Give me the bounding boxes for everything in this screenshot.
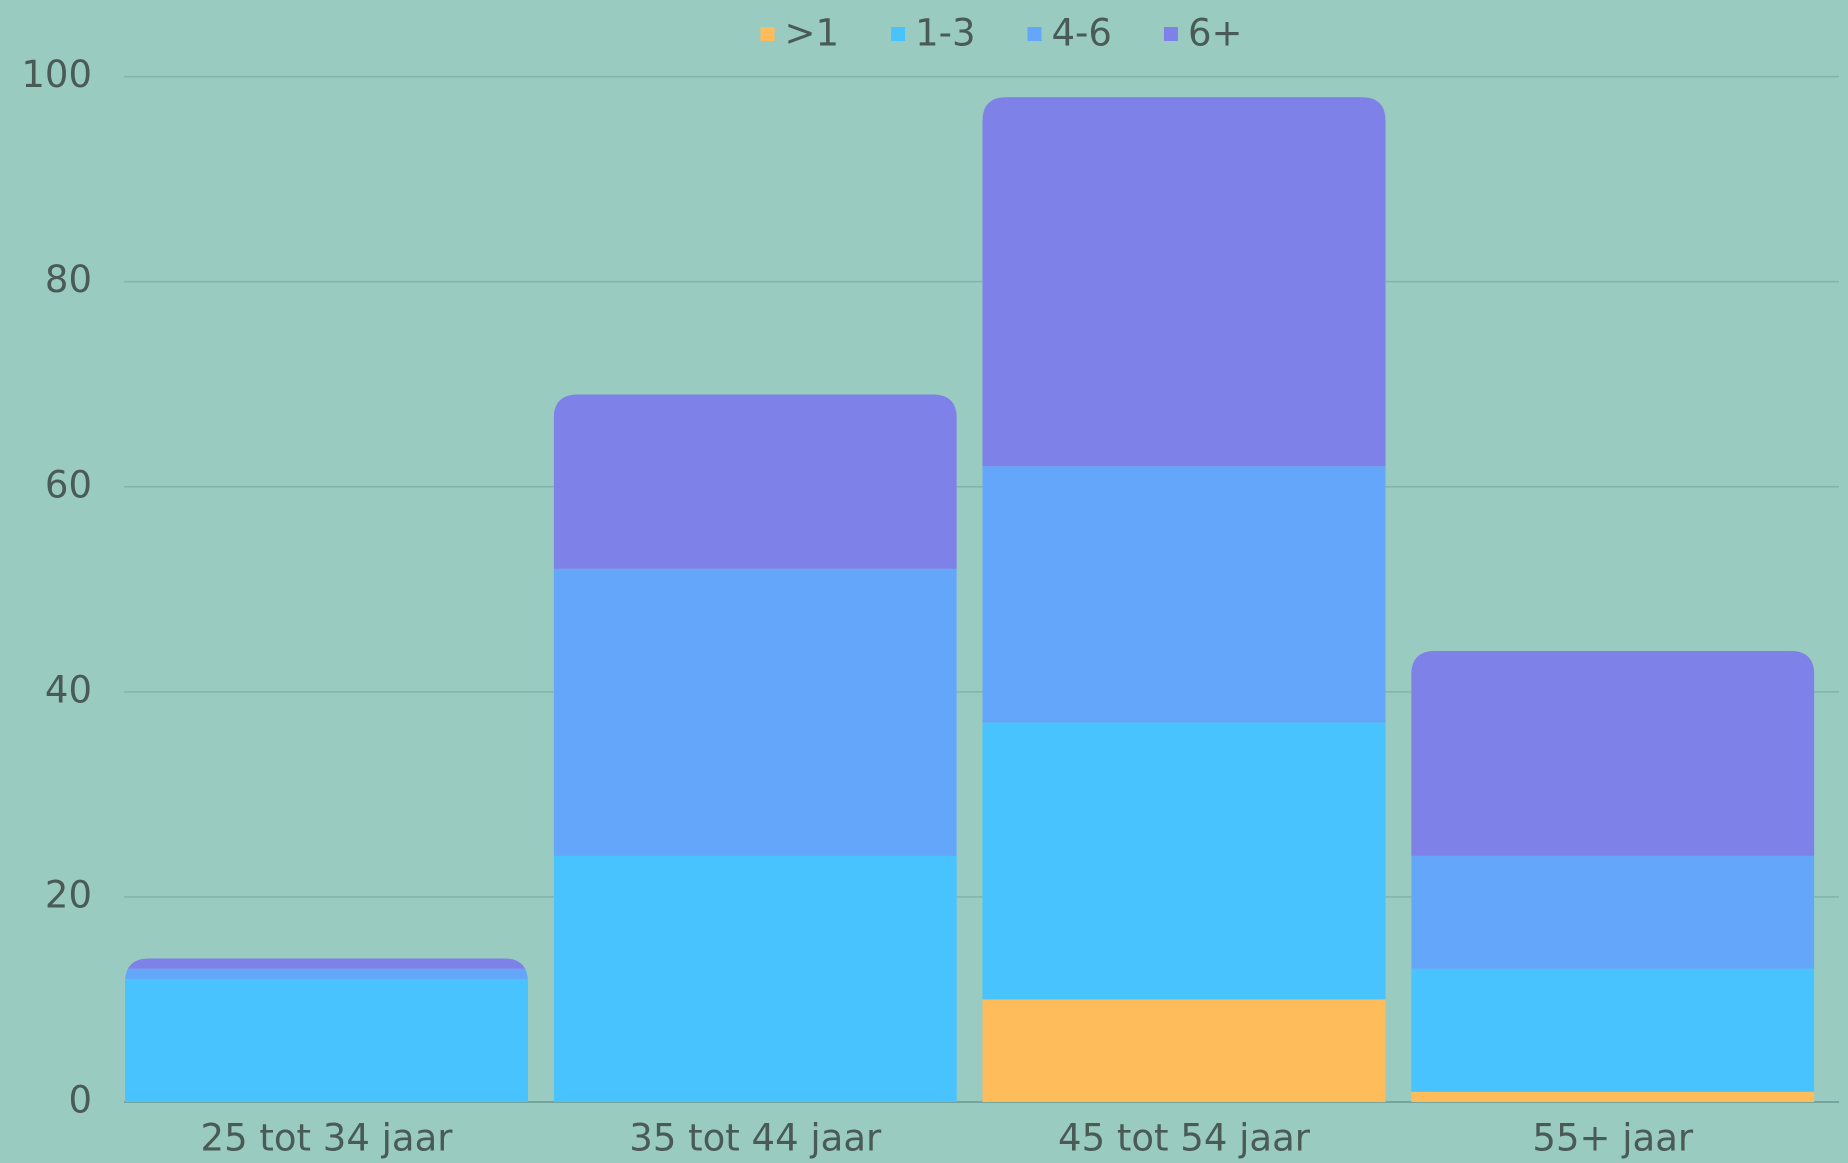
legend: >1 1-3 4-6 6+ xyxy=(760,12,1243,55)
legend-label: >1 xyxy=(785,12,840,55)
bar-segment xyxy=(1411,1091,1815,1102)
x-tick-label: 45 tot 54 jaar xyxy=(1058,1117,1311,1160)
bar-segment xyxy=(1411,650,1815,856)
x-tick-label: 55+ jaar xyxy=(1532,1117,1693,1160)
legend-label: 4-6 xyxy=(1052,12,1112,55)
legend-label: 1-3 xyxy=(915,12,975,55)
bar-segment xyxy=(553,855,957,1102)
y-tick-label: 80 xyxy=(45,258,92,301)
bar-stack xyxy=(982,97,1386,1102)
x-tick-label: 25 tot 34 jaar xyxy=(201,1117,454,1160)
bar-stack xyxy=(1411,650,1815,1102)
legend-swatch xyxy=(1163,27,1178,41)
bar-segment xyxy=(125,968,528,979)
x-tick-label: 35 tot 44 jaar xyxy=(629,1117,882,1160)
bar-segment xyxy=(982,466,1386,723)
bar-segment xyxy=(125,978,528,1102)
legend-swatch xyxy=(891,27,906,41)
y-tick-label: 0 xyxy=(68,1079,92,1122)
legend-swatch xyxy=(1027,27,1042,41)
bar-segment xyxy=(125,958,528,969)
bar-segment xyxy=(982,999,1386,1102)
bar-stack xyxy=(125,958,528,1102)
bar-segment xyxy=(1411,855,1815,969)
y-tick-label: 20 xyxy=(45,873,92,916)
legend-label: 6+ xyxy=(1188,12,1243,55)
bar-segment xyxy=(553,568,957,856)
bar-segment xyxy=(982,97,1386,467)
y-tick-label: 60 xyxy=(45,463,92,506)
y-tick-label: 40 xyxy=(45,668,92,711)
bar-segment xyxy=(982,722,1386,1000)
y-tick-label: 100 xyxy=(21,53,92,96)
legend-swatch xyxy=(760,27,775,41)
bar-segment xyxy=(553,394,957,569)
bar-stack xyxy=(553,394,957,1102)
bar-segment xyxy=(1411,968,1815,1092)
